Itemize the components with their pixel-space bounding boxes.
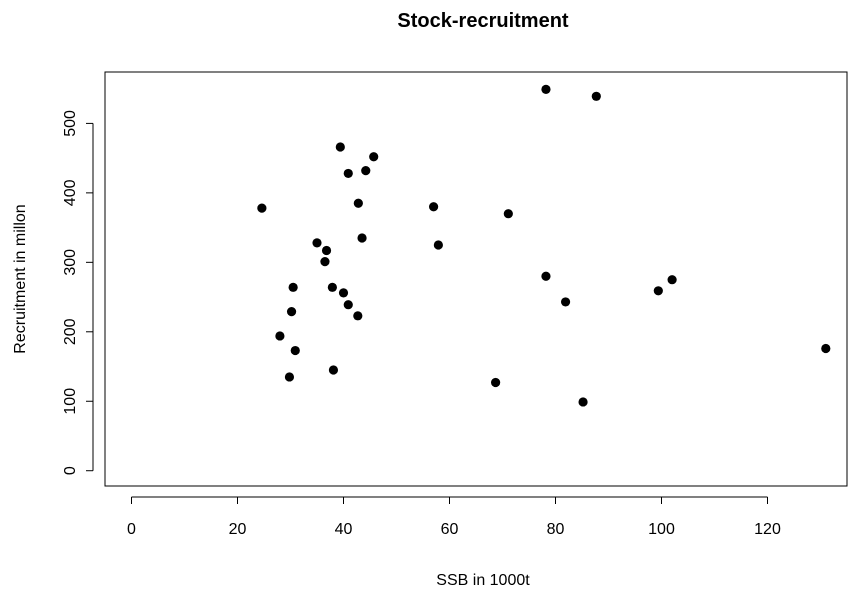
data-point <box>821 343 831 354</box>
data-point <box>491 377 501 388</box>
x-tick-label: 60 <box>441 521 459 538</box>
y-axis-label: Recruitment in millon <box>12 204 29 353</box>
data-point <box>369 152 379 162</box>
data-point <box>560 297 571 307</box>
plot-frame <box>104 71 848 487</box>
data-point <box>361 166 371 176</box>
y-tick-label: 0 <box>62 466 79 475</box>
data-point <box>343 168 353 179</box>
data-point <box>578 397 588 407</box>
data-point <box>357 233 367 243</box>
data-point <box>284 372 295 382</box>
data-point <box>257 203 267 213</box>
data-point <box>335 142 345 152</box>
x-tick-label: 80 <box>547 521 565 538</box>
data-point <box>312 238 322 248</box>
data-point <box>275 331 285 341</box>
data-point <box>653 286 663 296</box>
x-tick-label: 0 <box>127 521 136 538</box>
x-tick-label: 100 <box>648 521 675 538</box>
y-tick-label: 100 <box>62 388 79 415</box>
data-point <box>338 288 349 298</box>
data-point <box>286 307 297 317</box>
data-point <box>353 198 363 208</box>
y-tick-label: 500 <box>62 110 79 137</box>
data-point <box>321 245 332 256</box>
x-tick-label: 40 <box>335 521 353 538</box>
x-axis: 0 20 40 60 80 100 120 <box>127 496 781 538</box>
data-point <box>288 282 298 292</box>
chart-title: Stock-recruitment <box>397 10 568 32</box>
y-tick-label: 200 <box>62 318 79 345</box>
data-point <box>433 240 443 250</box>
data-point <box>320 257 330 267</box>
data-point <box>290 345 300 356</box>
data-point <box>541 271 551 281</box>
data-point <box>503 209 513 219</box>
data-point <box>328 365 339 375</box>
data-point <box>343 300 353 310</box>
data-point <box>667 275 677 285</box>
data-point <box>541 84 551 94</box>
data-point <box>327 282 337 292</box>
data-point <box>429 202 439 212</box>
x-axis-label: SSB in 1000t <box>436 572 530 589</box>
y-tick-label: 300 <box>62 249 79 276</box>
y-tick-label: 400 <box>62 179 79 206</box>
data-points <box>257 84 831 407</box>
data-point <box>591 91 601 101</box>
y-axis: 0 100 200 300 400 500 <box>62 110 94 475</box>
x-tick-label: 20 <box>229 521 247 538</box>
data-point <box>353 311 363 321</box>
x-tick-label: 120 <box>754 521 781 538</box>
